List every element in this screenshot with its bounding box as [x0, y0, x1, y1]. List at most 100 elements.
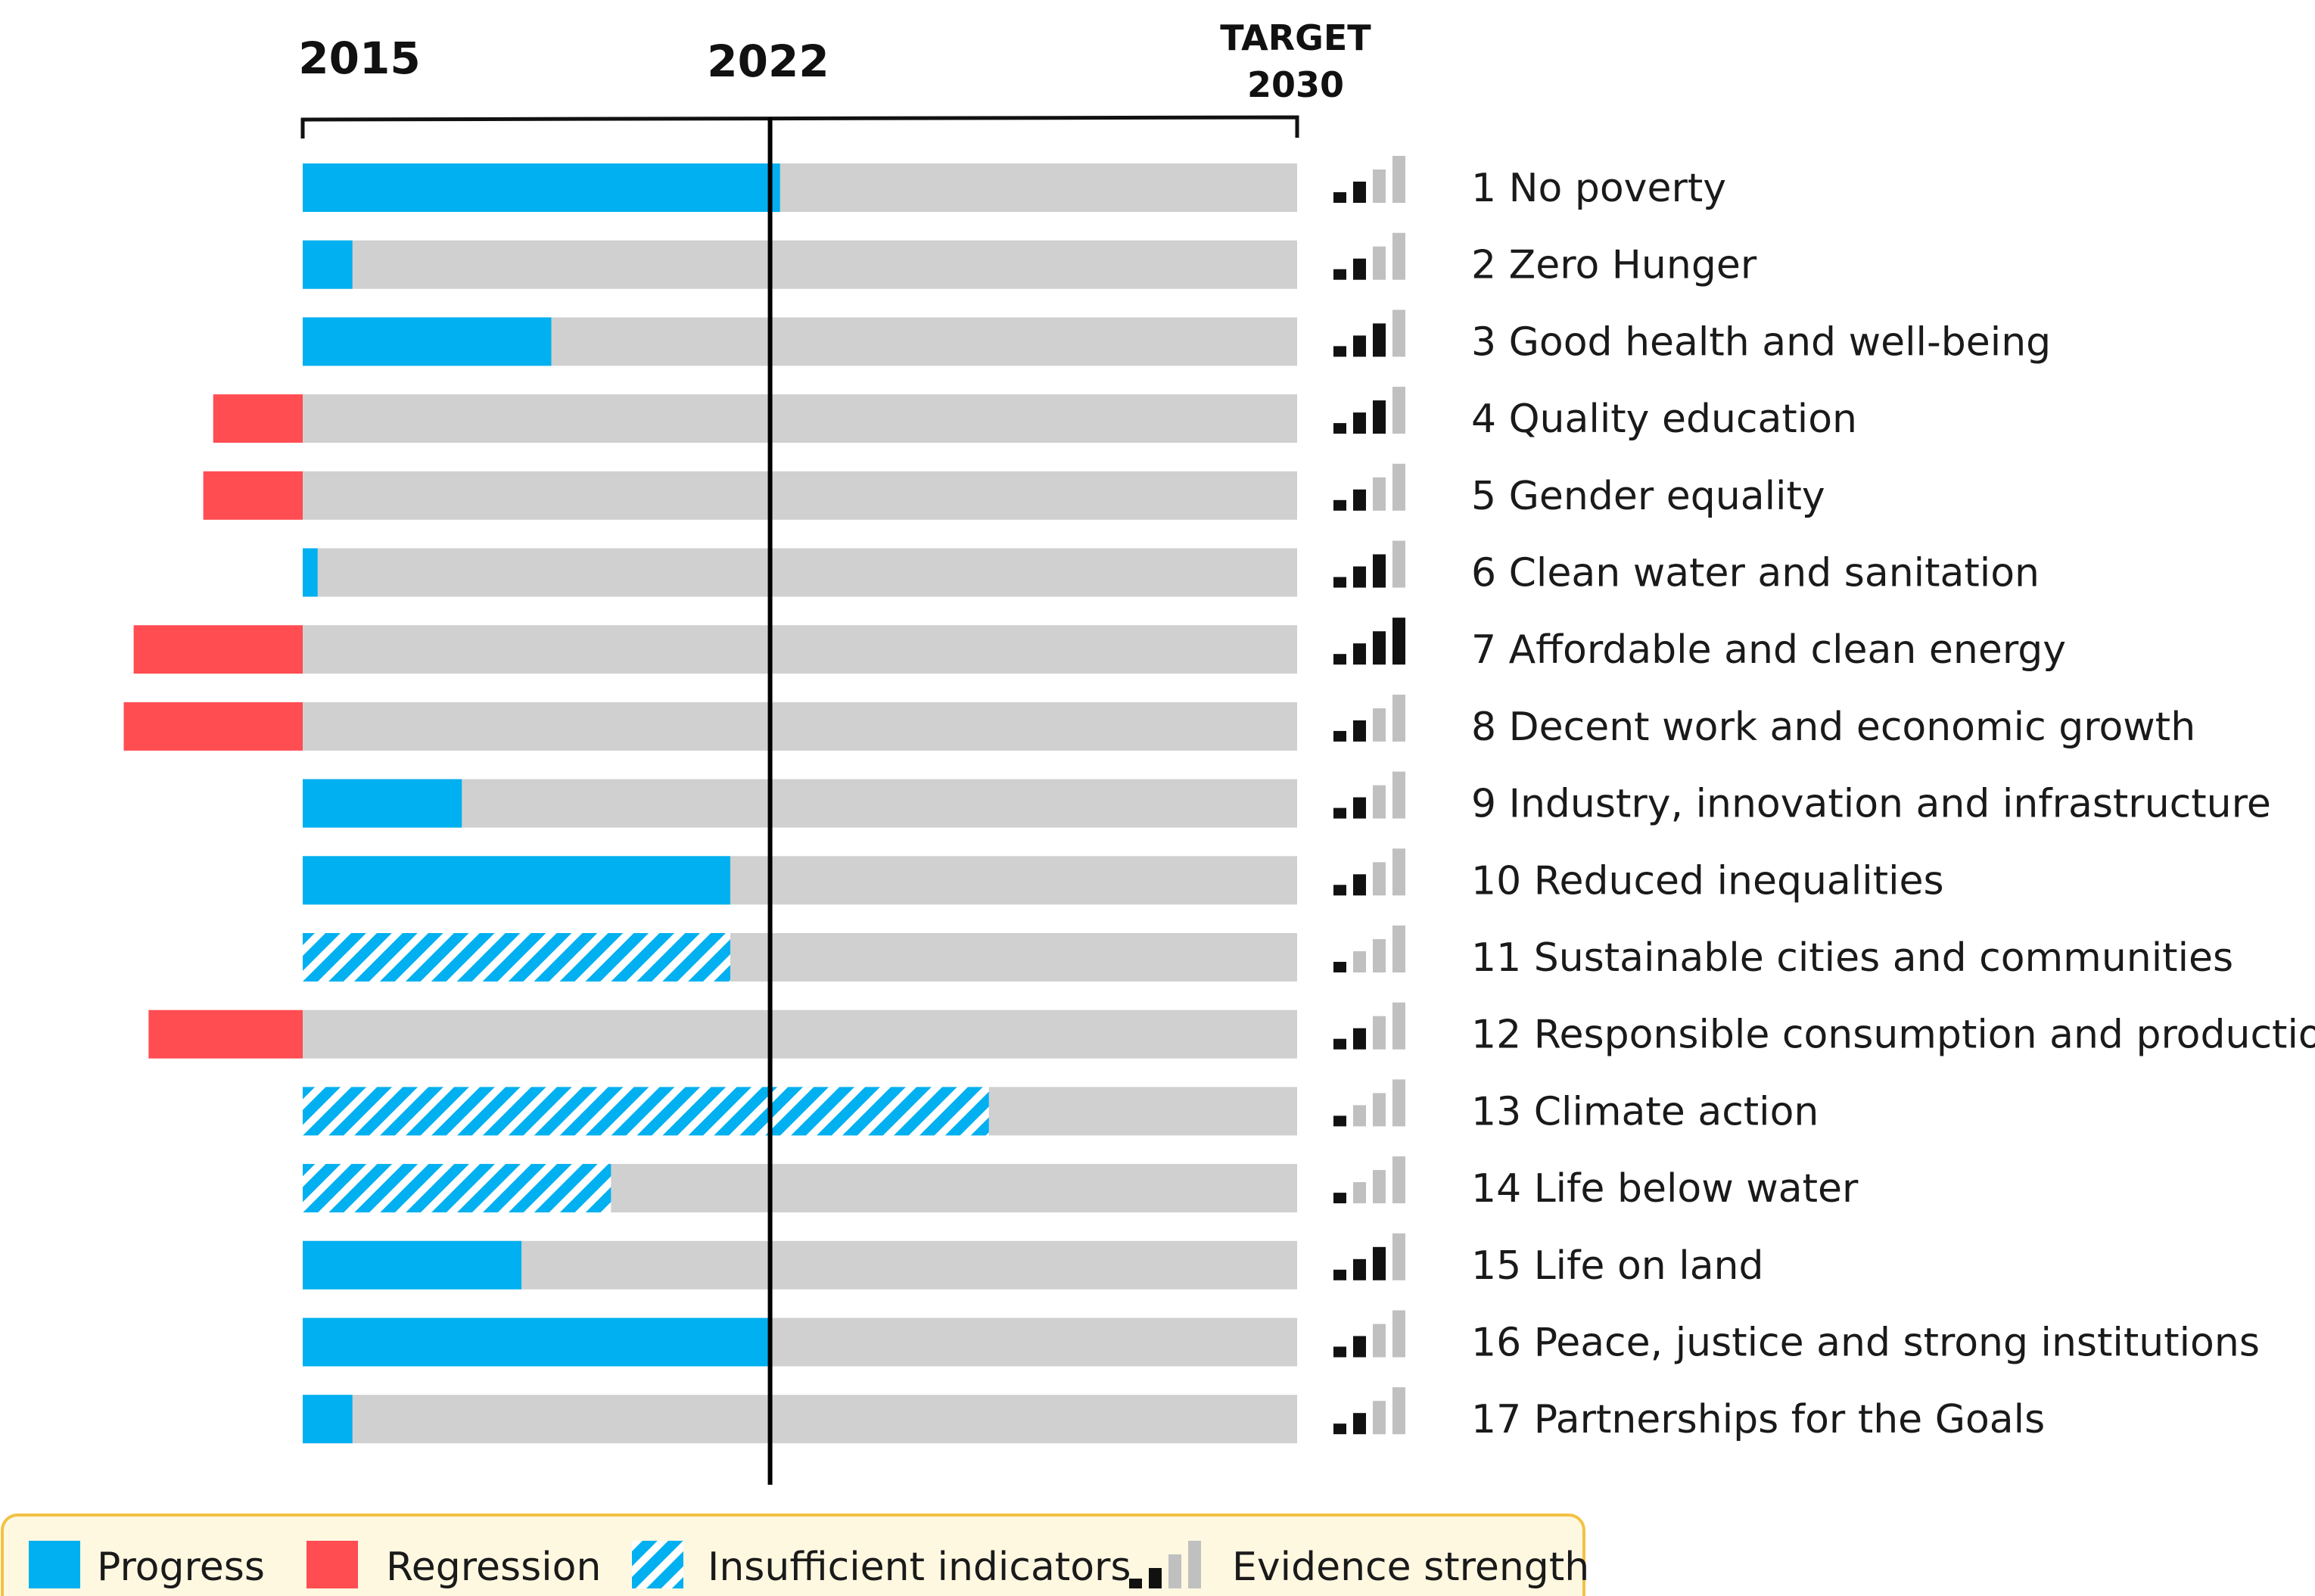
evidence-bar: [1373, 246, 1386, 280]
goal-label: 11 Sustainable cities and communities: [1471, 935, 2233, 981]
legend-progress-swatch: [29, 1541, 80, 1588]
target-track-bar: [303, 548, 1297, 597]
evidence-bar: [1392, 694, 1405, 742]
evidence-bar: [1333, 192, 1346, 203]
target-track-bar: [303, 779, 1297, 828]
evidence-bar: [1373, 939, 1386, 972]
goal-row: 12 Responsible consumption and productio…: [148, 1002, 2315, 1059]
progress-bar: [303, 1240, 522, 1290]
evidence-bar: [1333, 269, 1346, 280]
evidence-bar: [1353, 566, 1366, 588]
evidence-bar: [1373, 170, 1386, 203]
goal-label: 9 Industry, innovation and infrastructur…: [1471, 782, 2271, 827]
evidence-bar: [1353, 1028, 1366, 1050]
evidence-bar: [1333, 1423, 1346, 1435]
evidence-bar: [1353, 1258, 1366, 1280]
progress-bar: [303, 856, 731, 905]
evidence-bar: [1353, 1336, 1366, 1358]
evidence-bar: [1392, 540, 1405, 588]
goal-label: 4 Quality education: [1471, 397, 1857, 442]
progress-bar: [303, 240, 353, 289]
label-target: TARGET: [1220, 17, 1371, 58]
evidence-bar: [1373, 1324, 1386, 1358]
target-track-bar: [303, 1010, 1297, 1059]
goal-row: 8 Decent work and economic growth: [123, 694, 2195, 751]
evidence-bar: [1353, 489, 1366, 511]
evidence-bar: [1392, 387, 1405, 434]
evidence-bar: [1373, 1246, 1386, 1280]
target-track-bar: [303, 702, 1297, 751]
evidence-bar: [1392, 926, 1405, 972]
evidence-strength-icon: [1333, 1233, 1405, 1280]
evidence-bar: [1392, 1310, 1405, 1358]
insufficient-bar: [303, 933, 731, 982]
goal-row: 4 Quality education: [213, 387, 1857, 443]
goal-label: 1 No poverty: [1471, 166, 1726, 211]
evidence-strength-icon: [1333, 232, 1405, 280]
evidence-bar: [1392, 1079, 1405, 1127]
label-2022: 2022: [707, 36, 829, 87]
evidence-bar: [1333, 346, 1346, 357]
progress-bar: [303, 1395, 353, 1444]
goal-label: 12 Responsible consumption and productio…: [1471, 1013, 2315, 1058]
evidence-bar: [1373, 862, 1386, 896]
goal-label: 7 Affordable and clean energy: [1471, 627, 2066, 673]
evidence-bar: [1392, 1156, 1405, 1204]
evidence-bar: [1333, 807, 1346, 819]
regression-bar: [203, 471, 303, 520]
evidence-bar: [1373, 1093, 1386, 1127]
label-2015: 2015: [298, 33, 420, 84]
target-track-bar: [303, 625, 1297, 674]
goal-label: 14 Life below water: [1471, 1166, 1859, 1212]
evidence-bar: [1373, 1401, 1386, 1435]
evidence-bar: [1373, 554, 1386, 588]
goal-label: 3 Good health and well-being: [1471, 319, 2051, 365]
evidence-strength-icon: [1333, 540, 1405, 588]
evidence-bar: [1353, 874, 1366, 896]
evidence-strength-icon: [1333, 156, 1405, 203]
goal-row: 10 Reduced inequalities: [303, 848, 1944, 905]
goal-row: 2 Zero Hunger: [303, 232, 1757, 289]
target-track-bar: [303, 394, 1297, 443]
evidence-bar: [1353, 1413, 1366, 1435]
evidence-strength-icon: [1333, 694, 1405, 742]
evidence-bar: [1392, 232, 1405, 280]
target-track-bar: [303, 471, 1297, 520]
goal-label: 15 Life on land: [1471, 1243, 1764, 1289]
evidence-strength-icon: [1333, 926, 1405, 972]
evidence-bar: [1392, 1233, 1405, 1280]
evidence-bar: [1373, 785, 1386, 819]
evidence-bar: [1353, 643, 1366, 665]
regression-bar: [123, 702, 303, 751]
evidence-bar: [1333, 577, 1346, 588]
goal-row: 3 Good health and well-being: [303, 310, 2051, 366]
evidence-strength-icon: [1333, 1079, 1405, 1127]
goal-row: 6 Clean water and sanitation: [303, 540, 2040, 597]
evidence-strength-icon: [1333, 771, 1405, 819]
goal-label: 8 Decent work and economic growth: [1471, 705, 2195, 750]
target-track-bar: [303, 240, 1297, 289]
evidence-bar: [1333, 1269, 1346, 1280]
evidence-bar: [1392, 1387, 1405, 1435]
legend: Progress Regression Insufficient indicat…: [1, 1514, 1589, 1596]
goal-label: 10 Reduced inequalities: [1471, 858, 1944, 904]
insufficient-bar: [303, 1164, 611, 1213]
legend-evidence-label: Evidence strength: [1232, 1545, 1589, 1590]
progress-bar: [303, 317, 552, 366]
evidence-bar: [1353, 412, 1366, 434]
evidence-bar: [1373, 1016, 1386, 1050]
legend-regression-label: Regression: [386, 1545, 601, 1590]
progress-bar: [303, 1318, 770, 1367]
target-track-bar: [303, 1395, 1297, 1444]
evidence-bar: [1373, 477, 1386, 511]
evidence-bar: [1373, 631, 1386, 665]
goal-row: 7 Affordable and clean energy: [133, 618, 2066, 674]
evidence-bar: [1333, 499, 1346, 511]
goal-label: 13 Climate action: [1471, 1089, 1819, 1134]
progress-bar: [303, 779, 462, 828]
evidence-bar: [1353, 720, 1366, 742]
goal-row: 11 Sustainable cities and communities: [303, 926, 2233, 982]
evidence-strength-icon: [1333, 387, 1405, 434]
evidence-bar: [1353, 1182, 1366, 1204]
